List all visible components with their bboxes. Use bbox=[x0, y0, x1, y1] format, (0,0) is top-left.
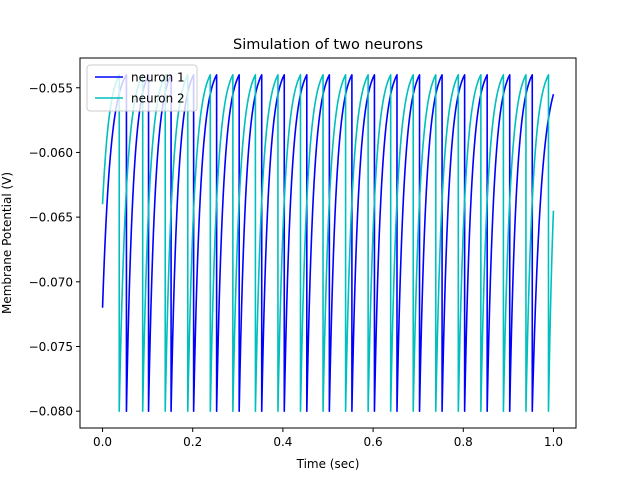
x-axis-label: Time (sec) bbox=[296, 457, 360, 471]
x-axis-ticks: 0.0 0.2 0.4 0.6 0.8 1.0 bbox=[93, 428, 563, 449]
series-line-neuron-2 bbox=[101, 74, 555, 412]
plot-frame bbox=[79, 57, 577, 429]
y-tick-label: −0.055 bbox=[29, 81, 73, 95]
legend-label-neuron-2: neuron 2 bbox=[131, 92, 185, 106]
chart-title: Simulation of two neurons bbox=[233, 37, 423, 53]
y-tick-label: −0.080 bbox=[29, 405, 73, 419]
x-tick-label: 0.4 bbox=[273, 435, 292, 449]
y-tick-label: −0.065 bbox=[29, 211, 73, 225]
legend-label-neuron-1: neuron 1 bbox=[131, 71, 185, 85]
x-tick-label: 0.0 bbox=[93, 435, 112, 449]
legend: neuron 1 neuron 2 bbox=[86, 64, 198, 112]
y-tick-label: −0.060 bbox=[29, 146, 73, 160]
series-layer bbox=[101, 74, 555, 412]
series-line-neuron-1 bbox=[101, 74, 555, 412]
x-tick-label: 0.6 bbox=[364, 435, 383, 449]
y-axis-ticks: −0.080 −0.075 −0.070 −0.065 −0.060 −0.055 bbox=[29, 81, 80, 419]
x-tick-label: 0.8 bbox=[454, 435, 473, 449]
y-axis-label: Membrane Potential (V) bbox=[0, 172, 14, 314]
y-tick-label: −0.075 bbox=[29, 340, 73, 354]
x-tick-label: 0.2 bbox=[183, 435, 202, 449]
y-tick-label: −0.070 bbox=[29, 275, 73, 289]
x-tick-label: 1.0 bbox=[544, 435, 563, 449]
